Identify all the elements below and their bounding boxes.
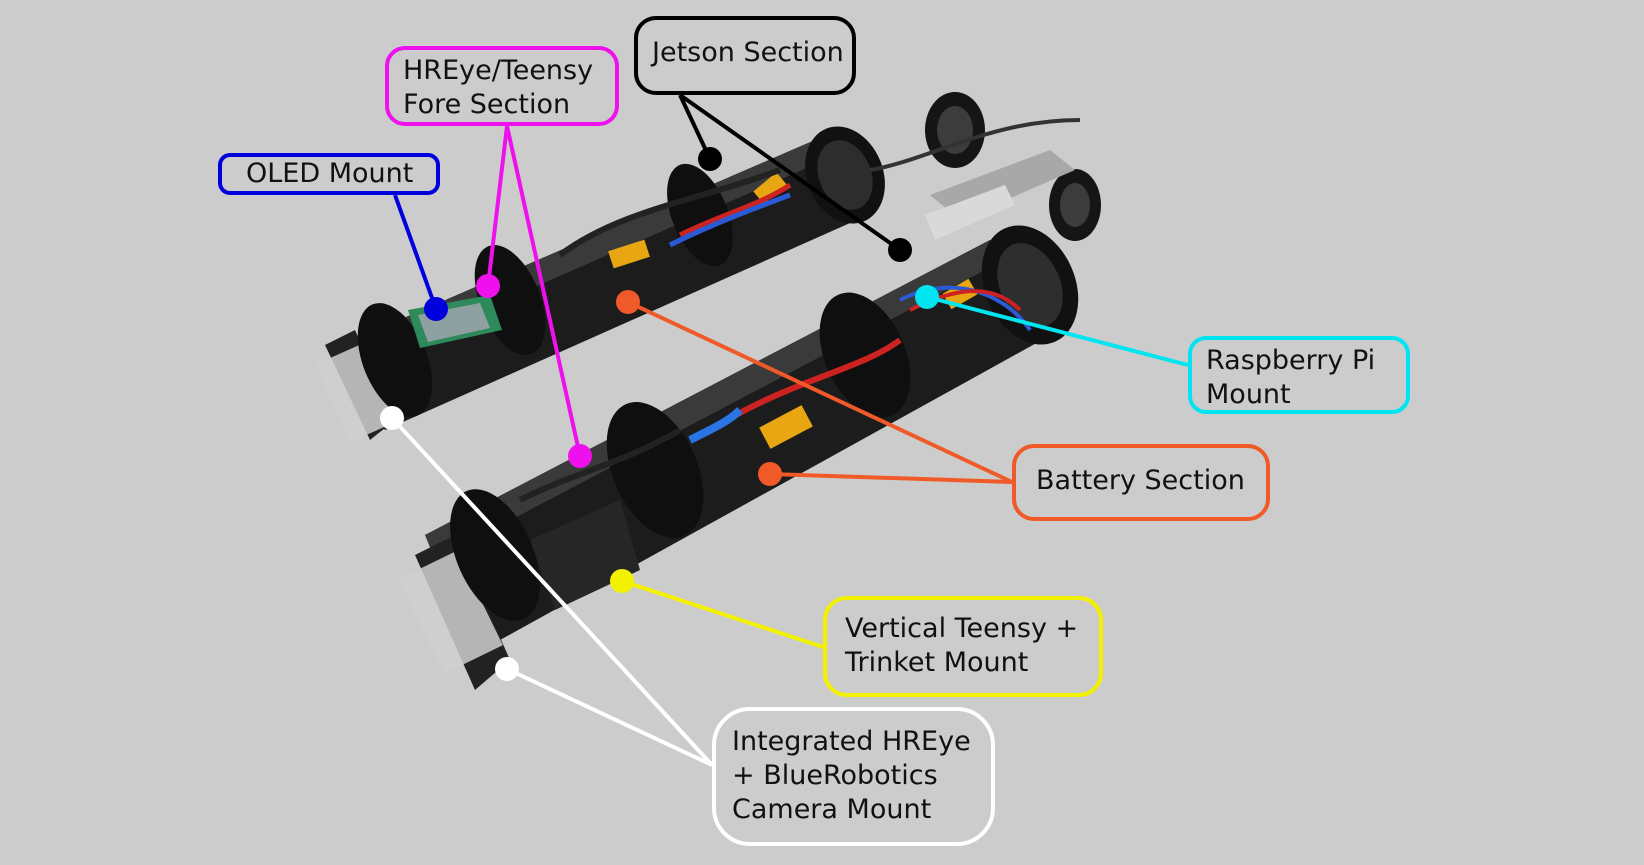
leader-lines: [380, 93, 1189, 767]
raspberry-pi-label-line-1: Raspberry Pi: [1206, 345, 1376, 376]
battery-leader-line: [769, 472, 1013, 484]
raspberry-pi-leader-line: [926, 295, 1189, 367]
lower-robot-hull: [398, 225, 1079, 690]
hreye-teensy-leader-line: [486, 125, 509, 287]
hreye-teensy-leader-line: [505, 125, 582, 457]
jetson-marker: [888, 238, 912, 262]
vertical-teensy-label-line-1: Vertical Teensy +: [845, 613, 1079, 644]
vertical-teensy-leader-line: [621, 579, 824, 649]
hreye-teensy-marker: [568, 444, 592, 468]
oled-label-line-1: OLED Mount: [246, 158, 414, 189]
camera-mount-label-line-2: + BlueRobotics: [732, 760, 938, 791]
oled-mount-label: OLED Mount: [218, 153, 440, 195]
raspberry-pi-label-line-2: Mount: [1206, 379, 1291, 410]
upper-robot-hull: [315, 126, 885, 443]
hreye-teensy-marker: [476, 274, 500, 298]
battery-leader-line: [627, 300, 1013, 484]
raspberry-pi-mount-label: Raspberry Pi Mount: [1188, 336, 1410, 414]
oled-marker: [424, 297, 448, 321]
jetson-marker: [698, 147, 722, 171]
hreye-teensy-label-line-2: Fore Section: [403, 89, 571, 120]
vertical-teensy-trinket-mount-label: Vertical Teensy + Trinket Mount: [823, 596, 1103, 697]
jetson-section-label: Jetson Section: [634, 16, 856, 95]
camera-mount-label-line-1: Integrated HREye: [732, 726, 971, 757]
thruster-frame: [869, 92, 1101, 241]
battery-marker: [758, 462, 782, 486]
raspberry-pi-marker: [915, 285, 939, 309]
camera-mount-marker: [380, 406, 404, 430]
vertical-teensy-marker: [610, 569, 634, 593]
jetson-leader-line: [678, 93, 902, 252]
battery-section-label: Battery Section: [1012, 444, 1270, 521]
hreye-teensy-label-line-1: HREye/Teensy: [403, 55, 594, 86]
camera-mount-leader-line: [506, 667, 713, 767]
oled-leader-line: [393, 194, 438, 310]
camera-mount-marker: [495, 657, 519, 681]
vertical-teensy-label-line-2: Trinket Mount: [845, 647, 1029, 678]
hreye-teensy-fore-section-label: HREye/Teensy Fore Section: [385, 46, 619, 126]
integrated-hreye-camera-mount-label: Integrated HREye + BlueRobotics Camera M…: [712, 707, 995, 846]
battery-label-line-1: Battery Section: [1036, 465, 1245, 496]
jetson-label-line-1: Jetson Section: [652, 37, 844, 68]
camera-mount-leader-line: [390, 416, 714, 767]
battery-marker: [616, 290, 640, 314]
camera-mount-label-line-3: Camera Mount: [732, 794, 932, 825]
